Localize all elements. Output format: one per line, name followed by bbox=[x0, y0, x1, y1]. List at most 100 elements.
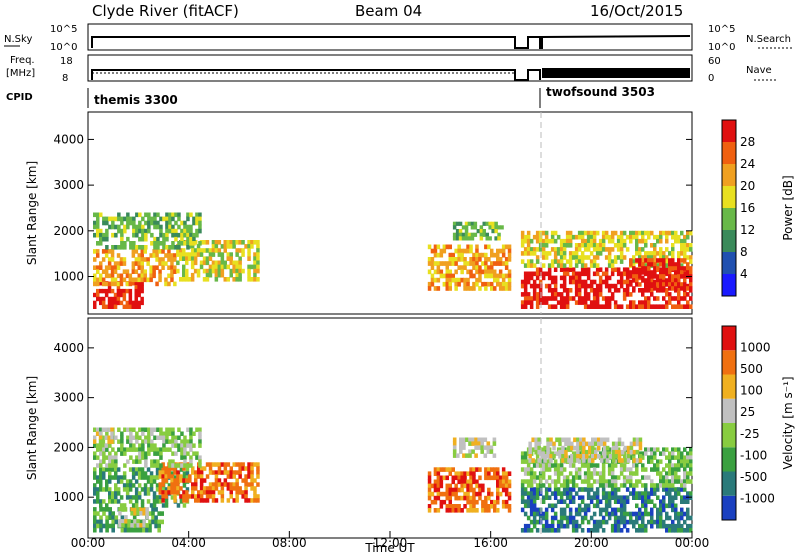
freq-label-1: Freq. bbox=[10, 55, 35, 66]
power-cell bbox=[577, 247, 582, 252]
power-cell bbox=[589, 238, 594, 244]
power-cell bbox=[686, 286, 690, 291]
power-cell bbox=[671, 258, 675, 263]
velocity-cell bbox=[529, 519, 534, 525]
power-cell bbox=[93, 273, 97, 279]
velocity-cell bbox=[244, 482, 248, 487]
power-cell bbox=[247, 272, 251, 278]
velocity-cell bbox=[576, 449, 580, 455]
velocity-cell bbox=[185, 490, 189, 495]
power-cell bbox=[523, 296, 528, 301]
power-cell bbox=[128, 300, 133, 306]
power-cell bbox=[610, 283, 615, 289]
velocity-cell bbox=[144, 439, 148, 444]
velocity-cell bbox=[553, 491, 558, 496]
velocity-cell bbox=[205, 494, 210, 499]
power-cell bbox=[671, 266, 675, 271]
velocity-cell bbox=[108, 455, 112, 460]
power-cell bbox=[193, 260, 198, 266]
velocity-cell bbox=[610, 487, 615, 492]
velocity-cell bbox=[501, 504, 506, 509]
velocity-cell bbox=[436, 467, 441, 472]
power-cell bbox=[135, 224, 139, 230]
power-cell bbox=[152, 265, 156, 270]
power-cell bbox=[427, 257, 432, 262]
power-cell bbox=[625, 275, 630, 281]
power-cell bbox=[595, 271, 600, 277]
velocity-region-3 bbox=[158, 462, 260, 503]
velocity-cell bbox=[562, 483, 567, 488]
velocity-cell bbox=[523, 451, 528, 456]
power-cell bbox=[644, 271, 648, 277]
power-cell bbox=[117, 212, 121, 218]
velocity-cell bbox=[161, 478, 165, 483]
velocity-cell bbox=[211, 482, 216, 487]
velocity-cell bbox=[665, 463, 669, 468]
power-cell bbox=[485, 236, 489, 241]
power-cell bbox=[541, 300, 546, 305]
power-cell bbox=[173, 257, 177, 262]
velocity-cell bbox=[129, 431, 133, 436]
velocity-cell bbox=[686, 455, 690, 460]
power-cell bbox=[164, 253, 168, 258]
power-cell bbox=[629, 230, 633, 236]
velocity-cell bbox=[139, 523, 143, 528]
velocity-cell bbox=[162, 431, 166, 436]
power-cell bbox=[659, 267, 663, 272]
velocity-cell bbox=[96, 519, 100, 525]
velocity-cell bbox=[99, 527, 103, 533]
velocity-cell bbox=[481, 508, 485, 513]
power-cell bbox=[668, 300, 672, 305]
power-cell bbox=[140, 285, 144, 290]
velocity-cell bbox=[93, 471, 97, 476]
velocity-cell bbox=[99, 519, 103, 525]
velocity-cell bbox=[171, 435, 175, 440]
power-cell bbox=[653, 270, 657, 275]
velocity-cell bbox=[586, 519, 591, 525]
velocity-cell bbox=[498, 479, 503, 485]
velocity-cell bbox=[677, 463, 681, 468]
velocity-cell bbox=[629, 449, 634, 455]
velocity-cell bbox=[96, 479, 100, 484]
velocity-cell bbox=[436, 495, 441, 501]
power-cell bbox=[107, 288, 112, 294]
power-cell bbox=[592, 304, 597, 309]
power-cell bbox=[102, 232, 106, 238]
power-cell bbox=[638, 238, 642, 244]
power-cell bbox=[559, 292, 564, 297]
power-cell bbox=[223, 248, 227, 253]
velocity-cell bbox=[553, 483, 558, 488]
power-cell bbox=[454, 257, 458, 262]
power-cell bbox=[559, 238, 564, 244]
power-cell bbox=[644, 263, 648, 268]
power-cell bbox=[457, 265, 461, 270]
velocity-cell bbox=[427, 471, 432, 476]
power-cell bbox=[662, 271, 666, 277]
velocity-cell bbox=[250, 486, 254, 491]
velocity-cell bbox=[116, 475, 121, 480]
velocity-cell bbox=[238, 490, 242, 495]
power-cell bbox=[140, 296, 144, 302]
velocity-cell bbox=[549, 458, 553, 463]
power-cell bbox=[137, 277, 141, 283]
power-cell bbox=[598, 267, 603, 272]
velocity-cell bbox=[177, 463, 181, 468]
velocity-cell bbox=[529, 507, 534, 513]
velocity-cell bbox=[128, 495, 133, 500]
velocity-cell bbox=[114, 467, 118, 472]
velocity-cell bbox=[199, 490, 204, 495]
power-cell bbox=[613, 304, 618, 309]
velocity-region-9 bbox=[520, 447, 693, 488]
velocity-cell bbox=[247, 462, 251, 467]
velocity-cell bbox=[452, 445, 457, 450]
power-cell bbox=[129, 241, 133, 246]
velocity-cell bbox=[662, 507, 666, 513]
power-cell bbox=[496, 273, 500, 279]
velocity-cell bbox=[138, 455, 142, 460]
power-cell bbox=[553, 304, 558, 309]
power-cell bbox=[198, 212, 202, 218]
power-cell bbox=[101, 296, 106, 302]
velocity-colorbar-tick: -100 bbox=[740, 448, 767, 462]
power-cell bbox=[220, 264, 225, 270]
